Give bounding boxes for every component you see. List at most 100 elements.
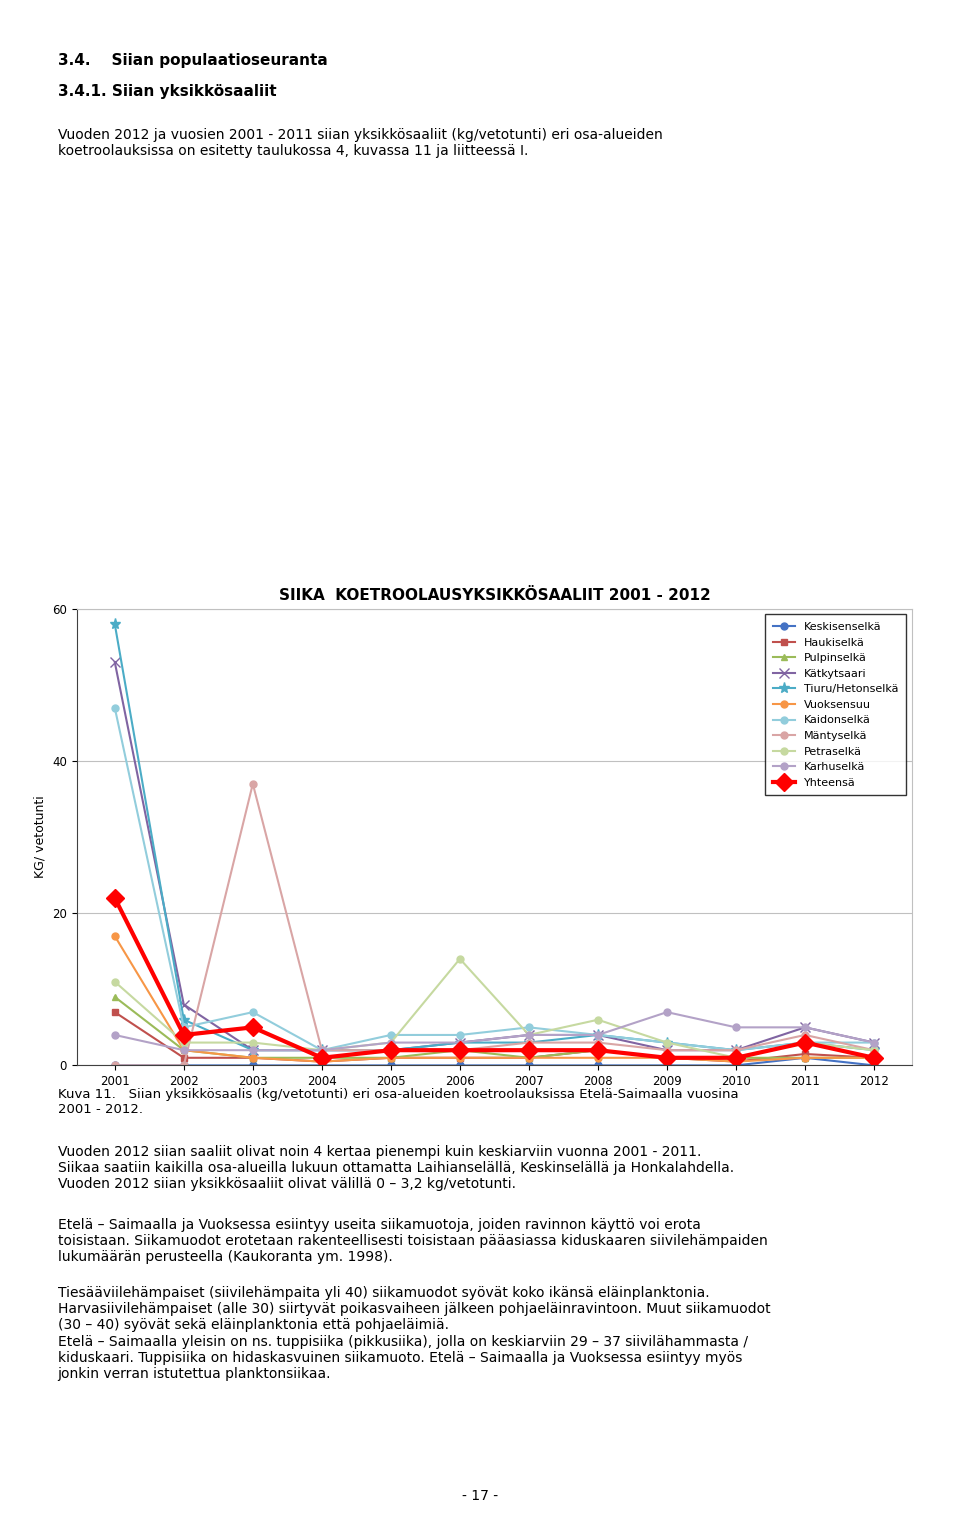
Pulpinselkä: [109, 988, 121, 1006]
Line: Kaidonselkä: Kaidonselkä: [111, 705, 877, 1053]
Keskisenselkä: [109, 1056, 121, 1075]
Mäntyselkä: [316, 1041, 327, 1059]
Title: SIIKA  KOETROOLAUSYKSIKKÖSAALIIT 2001 - 2012: SIIKA KOETROOLAUSYKSIKKÖSAALIIT 2001 - 2…: [278, 589, 710, 603]
Petraselkä: [800, 1033, 811, 1052]
Kaidonselkä: [523, 1018, 535, 1036]
Pulpinselkä: [868, 1049, 879, 1067]
Karhuselkä: [385, 1033, 396, 1052]
Haukiselkä: [592, 1041, 604, 1059]
Tiuru/Hetonselkä: [316, 1041, 327, 1059]
Keskisenselkä: [178, 1056, 189, 1075]
Tiuru/Hetonselkä: [592, 1026, 604, 1044]
Text: 3.4.    Siian populaatioseuranta: 3.4. Siian populaatioseuranta: [58, 53, 327, 68]
Pulpinselkä: [800, 1049, 811, 1067]
Kaidonselkä: [731, 1041, 742, 1059]
Yhteensä: [316, 1049, 327, 1067]
Haukiselkä: [800, 1044, 811, 1062]
Petraselkä: [385, 1033, 396, 1052]
Line: Vuoksensuu: Vuoksensuu: [111, 933, 877, 1065]
Vuoksensuu: [178, 1041, 189, 1059]
Line: Tiuru/Hetonselkä: Tiuru/Hetonselkä: [109, 618, 879, 1056]
Kätkytsaari: [316, 1041, 327, 1059]
Text: Vuoden 2012 siian saaliit olivat noin 4 kertaa pienempi kuin keskiarviin vuonna : Vuoden 2012 siian saaliit olivat noin 4 …: [58, 1145, 733, 1190]
Yhteensä: [109, 889, 121, 907]
Vuoksensuu: [454, 1049, 466, 1067]
Vuoksensuu: [247, 1049, 258, 1067]
Yhteensä: [731, 1049, 742, 1067]
Petraselkä: [178, 1033, 189, 1052]
Line: Pulpinselkä: Pulpinselkä: [111, 994, 877, 1061]
Haukiselkä: [385, 1049, 396, 1067]
Mäntyselkä: [178, 1056, 189, 1075]
Mäntyselkä: [661, 1041, 673, 1059]
Mäntyselkä: [523, 1033, 535, 1052]
Yhteensä: [454, 1041, 466, 1059]
Mäntyselkä: [731, 1041, 742, 1059]
Kaidonselkä: [592, 1026, 604, 1044]
Yhteensä: [247, 1018, 258, 1036]
Keskisenselkä: [592, 1056, 604, 1075]
Mäntyselkä: [454, 1041, 466, 1059]
Kaidonselkä: [385, 1026, 396, 1044]
Pulpinselkä: [661, 1049, 673, 1067]
Vuoksensuu: [109, 927, 121, 945]
Mäntyselkä: [385, 1041, 396, 1059]
Kätkytsaari: [731, 1041, 742, 1059]
Yhteensä: [868, 1049, 879, 1067]
Yhteensä: [800, 1033, 811, 1052]
Mäntyselkä: [592, 1033, 604, 1052]
Tiuru/Hetonselkä: [661, 1033, 673, 1052]
Pulpinselkä: [385, 1049, 396, 1067]
Vuoksensuu: [316, 1053, 327, 1071]
Haukiselkä: [731, 1053, 742, 1071]
Karhuselkä: [247, 1041, 258, 1059]
Haukiselkä: [316, 1053, 327, 1071]
Keskisenselkä: [800, 1049, 811, 1067]
Line: Kätkytsaari: Kätkytsaari: [109, 658, 879, 1055]
Karhuselkä: [523, 1026, 535, 1044]
Haukiselkä: [454, 1049, 466, 1067]
Pulpinselkä: [247, 1049, 258, 1067]
Petraselkä: [868, 1041, 879, 1059]
Kaidonselkä: [109, 699, 121, 717]
Tiuru/Hetonselkä: [523, 1033, 535, 1052]
Text: - 17 -: - 17 -: [462, 1489, 498, 1502]
Tiuru/Hetonselkä: [178, 1011, 189, 1029]
Karhuselkä: [868, 1033, 879, 1052]
Mäntyselkä: [247, 775, 258, 793]
Karhuselkä: [592, 1026, 604, 1044]
Yhteensä: [523, 1041, 535, 1059]
Haukiselkä: [661, 1049, 673, 1067]
Kaidonselkä: [800, 1033, 811, 1052]
Vuoksensuu: [523, 1049, 535, 1067]
Yhteensä: [661, 1049, 673, 1067]
Kätkytsaari: [592, 1026, 604, 1044]
Tiuru/Hetonselkä: [868, 1041, 879, 1059]
Kätkytsaari: [868, 1033, 879, 1052]
Yhteensä: [178, 1026, 189, 1044]
Pulpinselkä: [178, 1041, 189, 1059]
Mäntyselkä: [109, 1056, 121, 1075]
Yhteensä: [385, 1041, 396, 1059]
Line: Keskisenselkä: Keskisenselkä: [111, 1055, 877, 1068]
Petraselkä: [316, 1041, 327, 1059]
Tiuru/Hetonselkä: [454, 1033, 466, 1052]
Mäntyselkä: [868, 1041, 879, 1059]
Keskisenselkä: [661, 1056, 673, 1075]
Karhuselkä: [454, 1033, 466, 1052]
Vuoksensuu: [661, 1049, 673, 1067]
Haukiselkä: [247, 1049, 258, 1067]
Tiuru/Hetonselkä: [731, 1041, 742, 1059]
Legend: Keskisenselkä, Haukiselkä, Pulpinselkä, Kätkytsaari, Tiuru/Hetonselkä, Vuoksensu: Keskisenselkä, Haukiselkä, Pulpinselkä, …: [765, 615, 906, 796]
Haukiselkä: [868, 1049, 879, 1067]
Kätkytsaari: [800, 1018, 811, 1036]
Vuoksensuu: [592, 1049, 604, 1067]
Yhteensä: [592, 1041, 604, 1059]
Haukiselkä: [178, 1049, 189, 1067]
Kaidonselkä: [247, 1003, 258, 1021]
Petraselkä: [592, 1011, 604, 1029]
Karhuselkä: [731, 1018, 742, 1036]
Kaidonselkä: [178, 1018, 189, 1036]
Haukiselkä: [109, 1003, 121, 1021]
Line: Yhteensä: Yhteensä: [108, 892, 880, 1064]
